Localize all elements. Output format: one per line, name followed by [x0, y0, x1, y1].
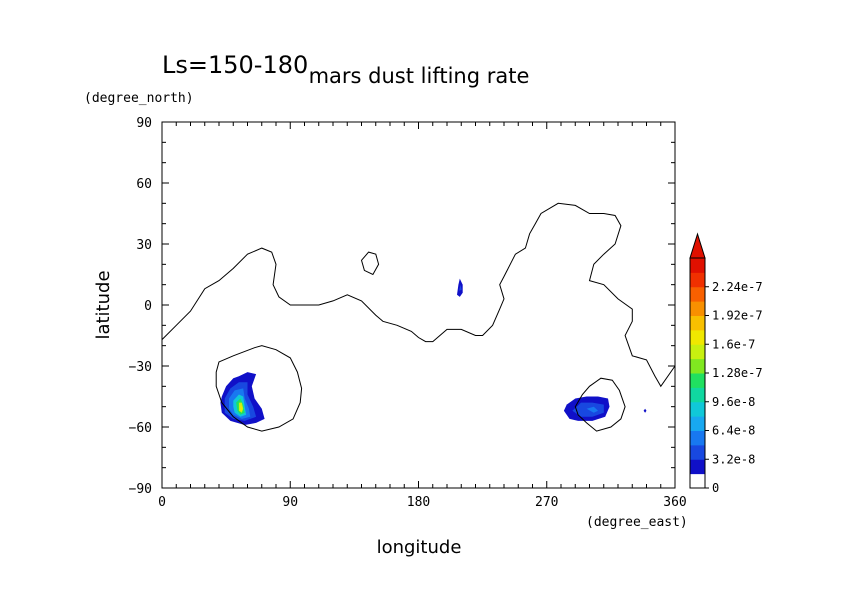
x-tick-label: 270: [535, 495, 558, 510]
colorbar-swatch: [690, 387, 705, 403]
colorbar-swatch: [690, 329, 705, 345]
dust-band-argyre: [572, 402, 604, 417]
y-tick-label: −60: [129, 421, 152, 436]
colorbar-swatch: [690, 444, 705, 460]
colorbar-label: 2.24e-7: [712, 280, 763, 294]
topography-contour: [161, 202, 676, 388]
colorbar-label: 6.4e-8: [712, 424, 755, 438]
dust-band-hellas: [240, 404, 242, 411]
colorbar-swatch: [690, 315, 705, 331]
dust-band-argyre-dot: [643, 408, 647, 413]
colorbar-swatch: [690, 373, 705, 388]
x-unit-label: (degree_east): [586, 515, 688, 530]
colorbar-labels: 2.24e-7 1.92e-7 1.6e-7 1.28e-7 9.6e-8 6.4e-8 3…: [712, 280, 763, 495]
y-tick-label: 90: [136, 116, 152, 131]
colorbar-swatch: [690, 401, 705, 417]
colorbar-swatch: [690, 430, 705, 446]
y-tick-label: −30: [129, 360, 152, 375]
colorbar-swatch: [690, 416, 705, 431]
dust-band-tharsis: [459, 284, 462, 291]
y-axis-title: latitude: [93, 270, 114, 339]
colorbar-label: 0: [712, 481, 719, 495]
colorbar-swatch: [690, 473, 705, 489]
dust-band-argyre: [586, 406, 598, 413]
colorbar-label: 3.2e-8: [712, 452, 755, 466]
x-tick-label: 90: [282, 495, 298, 510]
colorbar: [689, 232, 709, 489]
chart-subtitle: Ls=150-180: [162, 51, 308, 79]
colorbar-swatch: [690, 459, 705, 475]
colorbar-label: 1.28e-7: [712, 366, 763, 380]
colorbar-swatch: [690, 258, 705, 273]
x-axis-title: longitude: [377, 537, 462, 558]
y-tick-label: 0: [144, 299, 152, 314]
colorbar-swatch: [690, 301, 705, 316]
dust-fill-layer: [220, 278, 647, 425]
chart-title: mars dust lifting rate: [309, 64, 530, 88]
colorbar-extend-triangle: [689, 232, 706, 259]
colorbar-label: 9.6e-8: [712, 395, 755, 409]
y-tick-label: 60: [136, 177, 152, 192]
colorbar-swatch: [690, 286, 705, 302]
y-unit-label: (degree_north): [84, 91, 194, 106]
y-tick-label: −90: [129, 482, 152, 497]
plot-frame: [161, 121, 676, 489]
colorbar-label: 1.92e-7: [712, 309, 763, 323]
island-contour: [360, 251, 380, 276]
topography-contour-layer: [161, 202, 676, 432]
x-tick-label: 0: [158, 495, 166, 510]
y-tick-labels: 90 60 30 0 −30 −60 −90: [129, 116, 152, 497]
argyre-contour: [574, 377, 626, 432]
x-tick-label: 360: [663, 495, 686, 510]
x-tick-label: 180: [407, 495, 430, 510]
axis-ticks: [161, 121, 676, 489]
x-tick-labels: 0 90 180 270 360: [158, 495, 687, 510]
colorbar-swatch: [690, 272, 705, 288]
colorbar-label: 1.6e-7: [712, 337, 755, 351]
colorbar-swatch: [690, 344, 705, 360]
y-tick-label: 30: [136, 238, 152, 253]
hellas-contour: [215, 345, 303, 432]
colorbar-swatch: [690, 358, 705, 374]
